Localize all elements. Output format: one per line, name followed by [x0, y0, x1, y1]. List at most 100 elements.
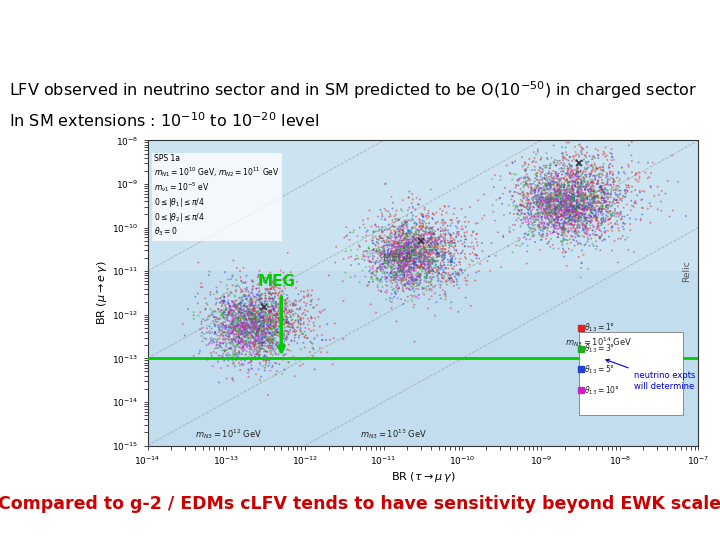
Point: [439, 254, 451, 263]
Point: [207, 339, 218, 348]
Point: [542, 239, 554, 248]
Point: [231, 322, 243, 330]
Point: [284, 313, 296, 321]
Point: [574, 200, 585, 208]
Point: [410, 273, 422, 282]
Point: [423, 246, 435, 255]
Point: [577, 173, 589, 181]
Point: [564, 201, 575, 210]
Point: [230, 337, 241, 346]
Point: [210, 328, 221, 336]
Point: [568, 186, 580, 194]
Point: [266, 331, 277, 340]
Point: [410, 254, 421, 262]
Point: [567, 201, 579, 210]
Point: [414, 271, 426, 280]
Point: [274, 314, 285, 322]
Point: [605, 198, 616, 207]
Point: [558, 205, 570, 213]
Point: [408, 264, 419, 272]
Point: [581, 221, 593, 230]
Point: [571, 183, 582, 191]
Point: [578, 204, 590, 213]
Point: [280, 326, 292, 335]
Point: [245, 328, 256, 337]
Point: [371, 267, 382, 275]
Point: [510, 203, 521, 212]
Point: [559, 201, 570, 210]
Point: [261, 279, 272, 287]
Point: [407, 242, 418, 251]
Point: [255, 329, 266, 338]
Point: [405, 282, 417, 291]
Point: [550, 214, 562, 223]
Point: [554, 179, 565, 188]
Point: [387, 286, 398, 294]
Point: [564, 173, 576, 182]
Point: [223, 308, 235, 317]
Point: [572, 186, 583, 194]
Point: [583, 203, 595, 212]
Point: [228, 297, 239, 306]
Point: [408, 264, 419, 273]
Point: [572, 214, 584, 222]
Point: [439, 251, 451, 260]
Point: [567, 200, 578, 209]
Point: [560, 187, 572, 195]
Point: [421, 271, 433, 279]
Point: [544, 204, 556, 213]
Point: [264, 285, 276, 293]
Point: [375, 275, 387, 284]
Point: [248, 277, 259, 286]
Point: [204, 335, 216, 343]
Point: [223, 332, 235, 341]
Point: [235, 319, 247, 327]
Point: [400, 275, 412, 284]
Point: [253, 352, 265, 361]
Point: [234, 334, 246, 343]
Point: [565, 167, 577, 176]
Point: [246, 308, 257, 316]
Point: [424, 286, 436, 294]
Point: [445, 231, 456, 240]
Point: [377, 246, 389, 254]
Point: [571, 216, 582, 225]
Point: [226, 329, 238, 338]
Point: [216, 321, 228, 329]
Point: [394, 265, 405, 273]
Point: [567, 202, 579, 211]
Point: [194, 308, 206, 316]
Point: [573, 188, 585, 197]
Point: [253, 279, 265, 288]
Point: [279, 315, 291, 324]
Point: [407, 292, 418, 301]
Point: [515, 206, 526, 214]
Point: [399, 239, 410, 247]
Point: [338, 335, 349, 343]
Point: [393, 257, 405, 266]
Point: [564, 188, 575, 197]
Point: [409, 276, 420, 285]
Point: [264, 293, 275, 301]
Point: [559, 197, 570, 206]
Point: [279, 312, 291, 321]
Point: [410, 246, 421, 255]
Point: [253, 346, 265, 354]
Point: [384, 276, 396, 285]
Point: [506, 192, 518, 200]
Point: [241, 322, 253, 331]
Point: [194, 325, 206, 334]
Point: [556, 210, 567, 219]
Point: [234, 325, 246, 333]
Point: [525, 187, 536, 196]
Point: [613, 169, 624, 178]
Point: [390, 242, 402, 251]
Point: [387, 256, 398, 265]
Point: [266, 302, 277, 310]
Point: [547, 179, 559, 188]
Point: [574, 239, 585, 247]
Point: [606, 145, 617, 153]
Point: [265, 345, 276, 353]
Point: [263, 318, 274, 327]
Point: [250, 315, 261, 324]
